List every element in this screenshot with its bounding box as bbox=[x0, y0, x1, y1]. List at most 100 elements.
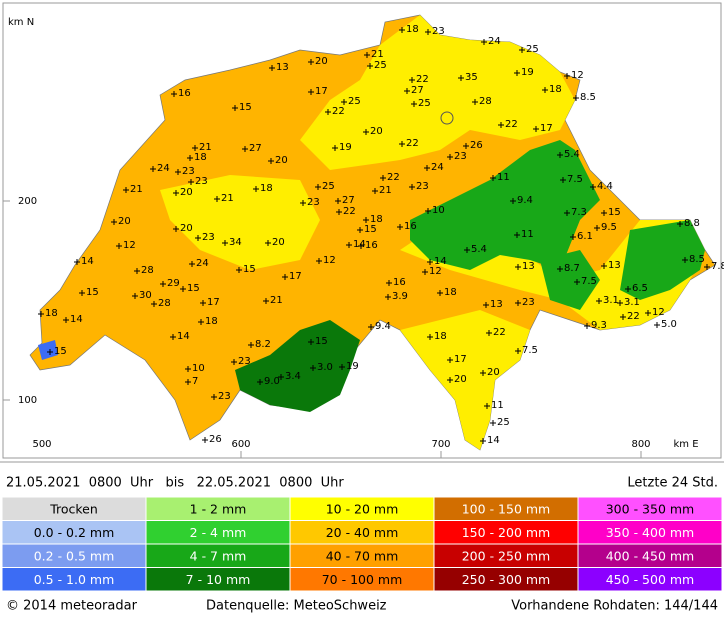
station-marker bbox=[192, 145, 198, 151]
station-value: 9.4 bbox=[517, 195, 533, 206]
station-value: 20 bbox=[275, 155, 288, 166]
station-value: 18 bbox=[370, 214, 383, 225]
station-marker bbox=[173, 190, 179, 196]
station-marker bbox=[564, 210, 570, 216]
station-value: 12 bbox=[123, 240, 136, 251]
station-marker bbox=[399, 27, 405, 33]
station-marker bbox=[422, 269, 428, 275]
legend-label: 0.2 - 0.5 mm bbox=[34, 548, 115, 563]
station-value: 15 bbox=[243, 264, 256, 275]
station-value: 8.5 bbox=[689, 254, 705, 265]
station-value: 16 bbox=[178, 88, 191, 99]
station-marker bbox=[447, 357, 453, 363]
station-value: 20 bbox=[487, 367, 500, 378]
station-value: 10 bbox=[432, 205, 445, 216]
station-value: 17 bbox=[289, 271, 302, 282]
station-marker bbox=[397, 224, 403, 230]
station-marker bbox=[364, 52, 370, 58]
axis-label: 100 bbox=[18, 395, 37, 406]
legend-label: 450 - 500 mm bbox=[606, 572, 695, 587]
station-value: 9.5 bbox=[601, 222, 617, 233]
station-marker bbox=[79, 290, 85, 296]
station-value: 20 bbox=[180, 223, 193, 234]
station-value: 10 bbox=[192, 363, 205, 374]
station-value: 7.8 bbox=[711, 261, 724, 272]
station-value: 17 bbox=[207, 297, 220, 308]
station-value: 9.4 bbox=[375, 321, 391, 332]
station-value: 7 bbox=[192, 376, 198, 387]
station-marker bbox=[268, 158, 274, 164]
station-marker bbox=[427, 334, 433, 340]
station-value: 21 bbox=[379, 185, 392, 196]
station-value: 9.0 bbox=[264, 376, 280, 387]
axis-label: 600 bbox=[231, 439, 250, 450]
station-marker bbox=[232, 105, 238, 111]
legend-label: 0.5 - 1.0 mm bbox=[34, 572, 115, 587]
station-marker bbox=[490, 420, 496, 426]
station-value: 6.1 bbox=[577, 231, 593, 242]
station-value: 7.5 bbox=[581, 276, 597, 287]
station-marker bbox=[282, 274, 288, 280]
station-value: 8.7 bbox=[564, 263, 580, 274]
station-marker bbox=[386, 280, 392, 286]
station-marker bbox=[510, 198, 516, 204]
axis-label: 800 bbox=[631, 439, 650, 450]
station-marker bbox=[38, 311, 44, 317]
station-marker bbox=[425, 208, 431, 214]
station-value: 15 bbox=[315, 336, 328, 347]
station-marker bbox=[160, 281, 166, 287]
station-value: 18 bbox=[45, 308, 58, 319]
station-marker bbox=[590, 184, 596, 190]
raw-data: Vorhandene Rohdaten: 144/144 bbox=[511, 599, 718, 614]
station-marker bbox=[437, 290, 443, 296]
legend-label: 4 - 7 mm bbox=[190, 548, 247, 563]
station-marker bbox=[236, 267, 242, 273]
legend-label: 150 - 200 mm bbox=[462, 525, 551, 540]
station-marker bbox=[682, 257, 688, 263]
station-marker bbox=[424, 165, 430, 171]
station-value: 12 bbox=[652, 307, 665, 318]
axis-label: km N bbox=[8, 17, 34, 28]
station-value: 25 bbox=[526, 44, 539, 55]
station-marker bbox=[116, 243, 122, 249]
station-marker bbox=[427, 259, 433, 265]
station-value: 22 bbox=[332, 106, 345, 117]
station-value: 23 bbox=[454, 151, 467, 162]
station-marker bbox=[242, 146, 248, 152]
city-marker bbox=[440, 111, 454, 125]
station-marker bbox=[564, 73, 570, 79]
station-marker bbox=[484, 403, 490, 409]
station-marker bbox=[358, 243, 364, 249]
station-marker bbox=[363, 129, 369, 135]
station-value: 8.2 bbox=[255, 339, 271, 350]
station-marker bbox=[601, 263, 607, 269]
green-region bbox=[620, 220, 705, 300]
legend-label: 10 - 20 mm bbox=[326, 501, 399, 516]
station-marker bbox=[332, 145, 338, 151]
station-marker bbox=[654, 322, 660, 328]
station-value: 20 bbox=[454, 374, 467, 385]
legend-label: 2 - 4 mm bbox=[190, 525, 247, 540]
axis-label: 700 bbox=[431, 439, 450, 450]
station-marker bbox=[188, 179, 194, 185]
station-marker bbox=[519, 47, 525, 53]
axis-label: km E bbox=[673, 439, 698, 450]
green-region bbox=[410, 140, 600, 270]
station-marker bbox=[278, 374, 284, 380]
map-frame bbox=[2, 2, 722, 459]
station-marker bbox=[308, 59, 314, 65]
station-value: 14 bbox=[353, 239, 366, 250]
station-marker bbox=[171, 91, 177, 97]
station-marker bbox=[175, 169, 181, 175]
station-value: 20 bbox=[180, 187, 193, 198]
copyright: © 2014 meteoradar bbox=[6, 599, 138, 614]
station-marker bbox=[368, 324, 374, 330]
station-marker bbox=[341, 99, 347, 105]
station-marker bbox=[308, 89, 314, 95]
station-marker bbox=[363, 217, 369, 223]
station-value: 27 bbox=[411, 85, 424, 96]
station-marker bbox=[574, 279, 580, 285]
legend-label: 40 - 70 mm bbox=[326, 548, 399, 563]
green-region bbox=[235, 320, 360, 412]
